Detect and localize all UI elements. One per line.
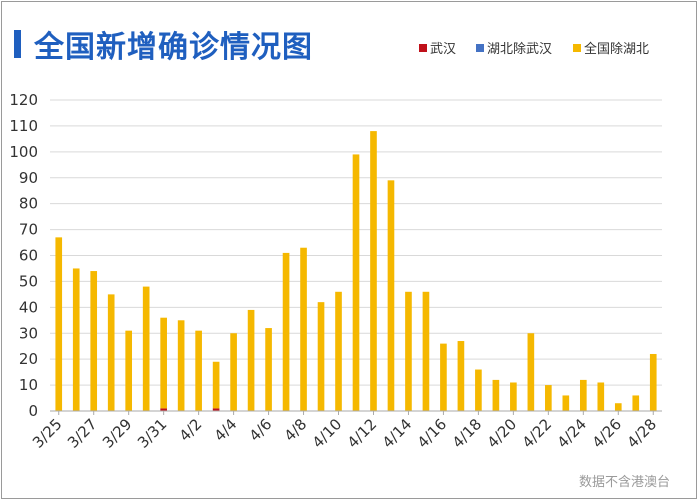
legend-item-hubei-ex-wuhan: 湖北除武汉: [476, 42, 552, 58]
legend-item-national-ex-hubei: 全国除湖北: [573, 42, 649, 58]
bar-national_ex_hubei: [597, 382, 605, 411]
bar-national_ex_hubei: [527, 333, 535, 411]
bar-national_ex_hubei: [387, 180, 395, 411]
bar-national_ex_hubei: [649, 353, 657, 411]
y-tick-label: 80: [19, 195, 38, 213]
bar-national_ex_hubei: [492, 379, 500, 411]
bar-national_ex_hubei: [352, 154, 360, 412]
bar-national_ex_hubei: [160, 317, 167, 409]
bar-national_ex_hubei: [247, 309, 255, 411]
bar-national_ex_hubei: [72, 268, 80, 411]
x-tick-label: 4/10: [309, 415, 346, 452]
bar-national_ex_hubei: [475, 369, 482, 411]
bar-national_ex_hubei: [370, 131, 377, 411]
x-tick-label: 4/12: [344, 415, 381, 452]
bar-national_ex_hubei: [579, 379, 587, 411]
bar-national_ex_hubei: [107, 294, 115, 411]
x-tick-label: 4/20: [484, 415, 521, 452]
bar-national_ex_hubei: [282, 252, 290, 411]
y-axis: 0 10 20 30 40 50 60 70 80 90 100 110 120: [9, 91, 38, 420]
bar-national_ex_hubei: [422, 291, 430, 411]
bar-national_ex_hubei: [55, 237, 63, 411]
chart-title: 全国新增确诊情况图: [34, 30, 313, 65]
y-tick-label: 40: [19, 298, 38, 316]
bar-national_ex_hubei: [142, 286, 150, 411]
x-tick-label: 4/14: [379, 415, 416, 452]
x-tick-label: 4/6: [246, 415, 276, 445]
x-tick-label: 4/16: [414, 415, 451, 452]
x-tick-label: 4/2: [176, 415, 206, 445]
bar-national_ex_hubei: [212, 361, 220, 409]
watermark-text: 数据不含港澳台: [578, 475, 670, 490]
x-tick-label: 4/18: [449, 415, 486, 452]
y-tick-label: 20: [19, 350, 38, 368]
legend-label-national-ex-hubei: 全国除湖北: [584, 42, 650, 57]
y-tick-label: 60: [19, 247, 38, 265]
bar-national_ex_hubei: [317, 302, 325, 411]
bar-national_ex_hubei: [300, 247, 307, 411]
y-tick-label: 100: [9, 143, 38, 161]
bar-wuhan: [160, 408, 167, 411]
legend-swatch-national-ex-hubei: [573, 44, 581, 52]
bar-national_ex_hubei: [335, 291, 342, 411]
x-tick-label: 4/24: [554, 415, 591, 452]
y-tick-label: 110: [9, 117, 38, 135]
x-tick-label: 4/4: [211, 415, 241, 445]
x-tick-label: 4/26: [589, 415, 626, 452]
y-tick-label: 70: [19, 221, 38, 239]
bar-national_ex_hubei: [405, 291, 412, 411]
x-tick-label: 3/29: [99, 415, 136, 452]
bar-wuhan: [212, 408, 220, 411]
bar-national_ex_hubei: [440, 343, 447, 411]
bar-national_ex_hubei: [614, 403, 622, 411]
x-tick-label: 4/22: [519, 415, 556, 452]
bar-national_ex_hubei: [545, 385, 552, 411]
title-accent-bar: [14, 30, 21, 58]
x-tick-label: 4/28: [624, 415, 661, 452]
legend-label-hubei-ex-wuhan: 湖北除武汉: [487, 42, 553, 57]
legend: 武汉 湖北除武汉 全国除湖北: [0, 42, 700, 62]
y-tick-label: 0: [28, 402, 38, 420]
bar-national_ex_hubei: [177, 320, 185, 411]
x-tick-label: 3/27: [64, 415, 101, 452]
y-tick-label: 50: [19, 272, 38, 290]
bar-national_ex_hubei: [125, 330, 133, 411]
bar-national_ex_hubei: [195, 330, 202, 411]
bar-national_ex_hubei: [265, 328, 272, 411]
bars: [55, 131, 657, 412]
bar-national_ex_hubei: [562, 395, 570, 411]
bar-national_ex_hubei: [230, 333, 237, 411]
x-axis: 3/253/273/293/31 4/2 4/4 4/6 4/84/104/124/14…: [29, 410, 662, 452]
x-tick-label: 3/25: [29, 415, 66, 452]
y-tick-label: 30: [19, 324, 38, 342]
bar-national_ex_hubei: [90, 271, 98, 411]
x-tick-label: 3/31: [134, 415, 171, 452]
x-tick-label: 4/8: [281, 415, 311, 445]
y-tick-label: 90: [19, 169, 38, 187]
legend-label-wuhan: 武汉: [430, 42, 457, 57]
y-tick-label: 120: [9, 91, 38, 109]
bar-national_ex_hubei: [510, 382, 517, 411]
bar-national_ex_hubei: [632, 395, 640, 411]
legend-item-wuhan: 武汉: [419, 42, 456, 58]
y-tick-label: 10: [19, 376, 38, 394]
bar-national_ex_hubei: [457, 341, 465, 411]
legend-swatch-hubei-ex-wuhan: [476, 44, 484, 52]
legend-swatch-wuhan: [419, 44, 427, 52]
